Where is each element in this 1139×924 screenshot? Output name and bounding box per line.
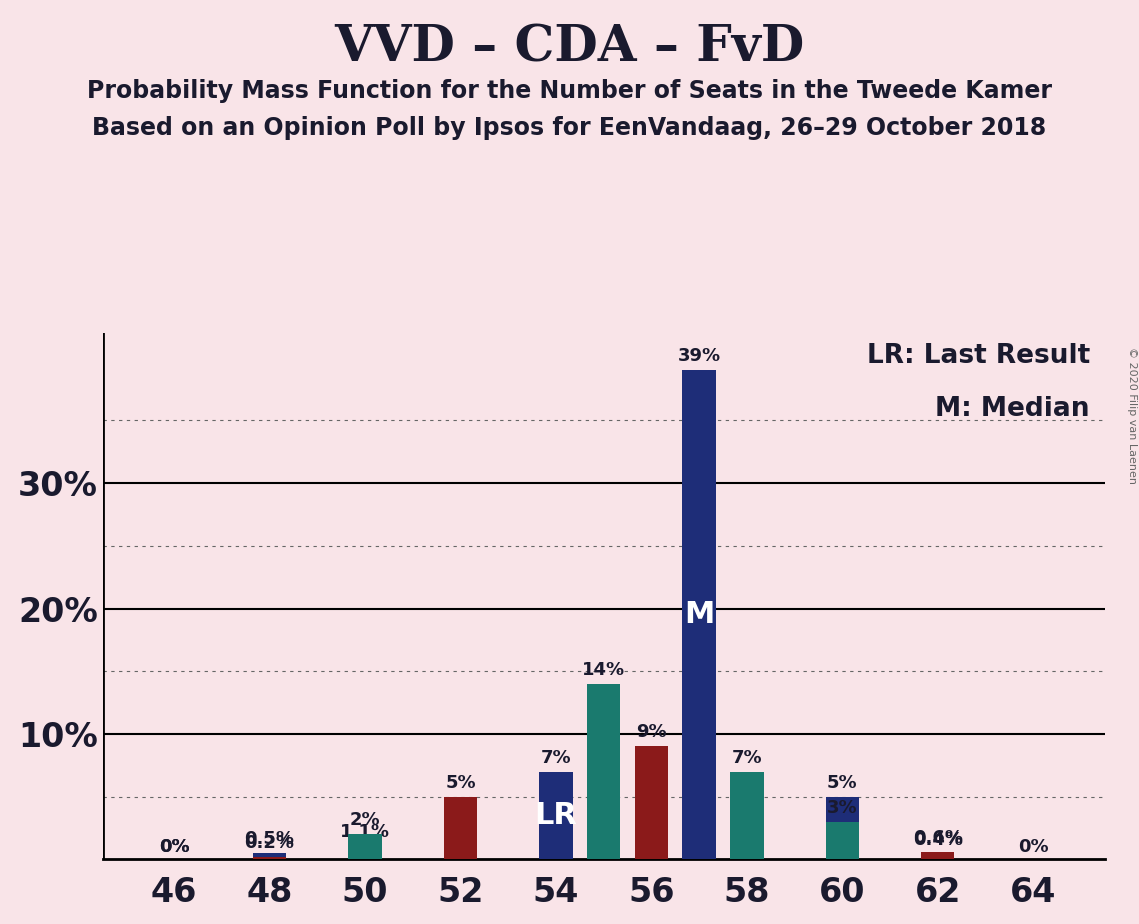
Bar	[826, 796, 859, 859]
Text: LR: LR	[534, 801, 577, 830]
Text: 0.4%: 0.4%	[912, 832, 962, 849]
Text: 3%: 3%	[445, 798, 476, 817]
Text: 9%: 9%	[636, 723, 666, 741]
Text: LR: Last Result: LR: Last Result	[867, 343, 1090, 370]
Text: 0.5%: 0.5%	[245, 830, 295, 848]
Bar	[682, 371, 715, 859]
Bar	[444, 821, 477, 859]
Text: 14%: 14%	[582, 661, 625, 679]
Bar	[444, 796, 477, 859]
Text: M: M	[683, 601, 714, 629]
Text: © 2020 Filip van Laenen: © 2020 Filip van Laenen	[1126, 347, 1137, 484]
Bar	[826, 821, 859, 859]
Bar	[349, 834, 382, 859]
Text: 0%: 0%	[158, 837, 189, 856]
Bar	[730, 772, 763, 859]
Text: M: Median: M: Median	[935, 395, 1090, 422]
Text: 0.6%: 0.6%	[912, 829, 962, 846]
Bar	[253, 857, 286, 859]
Bar	[921, 852, 954, 859]
Bar	[349, 845, 382, 859]
Bar	[349, 846, 382, 859]
Bar	[730, 834, 763, 859]
Text: 0%: 0%	[158, 837, 189, 856]
Bar	[539, 772, 573, 859]
Text: 0%: 0%	[1018, 837, 1049, 856]
Bar	[921, 855, 954, 859]
Text: 7%: 7%	[541, 748, 572, 767]
Bar	[587, 684, 621, 859]
Text: Based on an Opinion Poll by Ipsos for EenVandaag, 26–29 October 2018: Based on an Opinion Poll by Ipsos for Ee…	[92, 116, 1047, 140]
Text: Probability Mass Function for the Number of Seats in the Tweede Kamer: Probability Mass Function for the Number…	[87, 79, 1052, 103]
Text: 5%: 5%	[827, 773, 858, 792]
Text: 0.2%: 0.2%	[245, 833, 295, 852]
Text: VVD – CDA – FvD: VVD – CDA – FvD	[335, 23, 804, 72]
Text: 2%: 2%	[350, 811, 380, 829]
Bar	[634, 747, 669, 859]
Text: 7%: 7%	[731, 748, 762, 767]
Text: 5%: 5%	[445, 773, 476, 792]
Text: 2%: 2%	[731, 811, 762, 829]
Text: 3%: 3%	[827, 798, 858, 817]
Text: 1.1%: 1.1%	[341, 822, 390, 841]
Bar	[253, 853, 286, 859]
Text: 39%: 39%	[678, 347, 721, 365]
